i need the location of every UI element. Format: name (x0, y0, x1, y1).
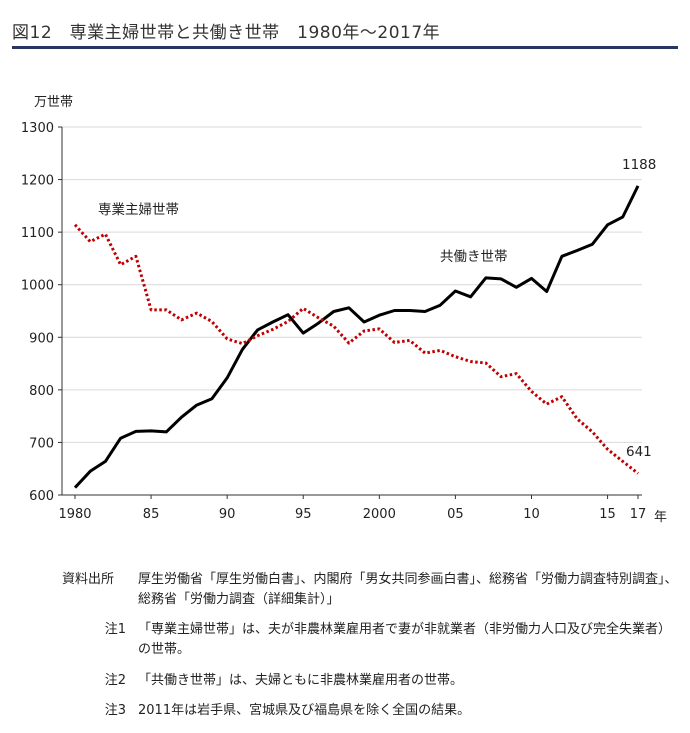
x-tick-labels: 1980 85 90 95 2000 05 10 15 17 (58, 507, 646, 522)
y-axis-unit-label: 万世帯 (34, 95, 73, 110)
note-key: 注1 (104, 622, 126, 638)
y-tick-label: 800 (29, 384, 54, 399)
note-text: 厚生労働省「厚生労働白書」、内閣府「男女共同参画白書」、総務省「労働力調査特別調… (138, 572, 678, 608)
x-tick-label: 17 (630, 507, 647, 522)
series-lines (73, 185, 640, 489)
note-key: 注3 (104, 702, 126, 718)
y-tick-label: 700 (29, 436, 54, 451)
y-gridlines (62, 126, 642, 443)
x-tick-label: 2000 (363, 507, 396, 522)
x-axis-unit-label: 年 (654, 510, 667, 525)
y-tick-labels: 600 700 800 900 1000 1100 1200 1300 (21, 121, 54, 504)
end-value-dual-income: 1188 (622, 157, 656, 173)
series-label-dual-income: 共働き世帯 (440, 249, 508, 265)
page-title: 図12 専業主婦世帯と共働き世帯 1980年～2017年 (12, 23, 441, 43)
axes (58, 126, 642, 499)
note-key: 注2 (104, 672, 126, 688)
x-tick-label: 90 (219, 507, 236, 522)
x-tick-label: 10 (523, 507, 540, 522)
note-source: 資料出所 厚生労働省「厚生労働白書」、内閣府「男女共同参画白書」、総務省「労働力… (62, 570, 682, 610)
notes-section: 資料出所 厚生労働省「厚生労働白書」、内閣府「男女共同参画白書」、総務省「労働力… (62, 570, 682, 731)
x-tick-label: 05 (447, 507, 464, 522)
note-text: 「共働き世帯」は、夫婦ともに非農林業雇用者の世帯。 (138, 672, 464, 688)
end-value-housewife: 641 (626, 444, 652, 460)
note-key: 資料出所 (62, 572, 115, 587)
y-tick-label: 1000 (21, 279, 54, 294)
note-text: 2011年は岩手県、宮城県及び福島県を除く全国の結果。 (138, 702, 471, 718)
note-1: 注1 「専業主婦世帯」は、夫が非農林業雇用者で妻が非就業者（非労働力人口及び完全… (62, 620, 682, 660)
y-tick-label: 1300 (21, 121, 54, 136)
series-line-dual-income (73, 185, 640, 489)
x-tick-label: 85 (143, 507, 160, 522)
note-3: 注3 2011年は岩手県、宮城県及び福島県を除く全国の結果。 (62, 701, 682, 721)
note-2: 注2 「共働き世帯」は、夫婦ともに非農林業雇用者の世帯。 (62, 671, 682, 691)
y-tick-label: 1100 (21, 226, 54, 241)
note-text: 「専業主婦世帯」は、夫が非農林業雇用者で妻が非就業者（非労働力人口及び完全失業者… (138, 622, 672, 658)
y-tick-label: 600 (29, 489, 54, 504)
line-chart: 600 700 800 900 1000 1100 1200 1300 1980 85 90 95 2… (21, 95, 667, 525)
x-tick-label: 95 (295, 507, 312, 522)
x-tick-label: 15 (599, 507, 616, 522)
series-label-housewife: 専業主婦世帯 (98, 201, 179, 218)
x-tick-label: 1980 (58, 507, 91, 522)
title-rule (12, 46, 678, 49)
series-line-housewife (73, 223, 639, 475)
y-tick-label: 1200 (21, 174, 54, 189)
y-tick-label: 900 (29, 331, 54, 346)
